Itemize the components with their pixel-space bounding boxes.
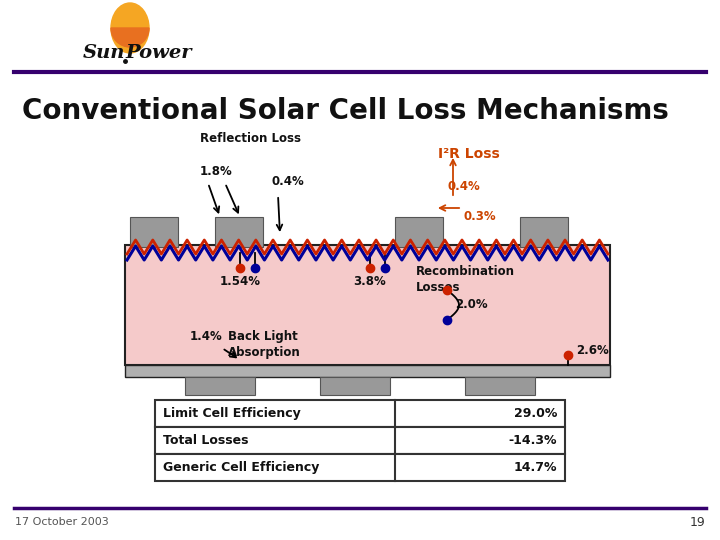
- Text: I²R Loss: I²R Loss: [438, 147, 500, 161]
- Bar: [155, 454, 565, 481]
- Bar: [465, 377, 535, 395]
- Text: 1.4%: 1.4%: [189, 330, 222, 343]
- Text: Total Losses: Total Losses: [163, 434, 248, 447]
- Text: Sun: Sun: [83, 44, 125, 62]
- Wedge shape: [111, 28, 149, 47]
- Text: 19: 19: [689, 516, 705, 529]
- Text: Back Light
Absorption: Back Light Absorption: [228, 330, 301, 359]
- Text: 14.7%: 14.7%: [513, 461, 557, 474]
- Text: 1.8%: 1.8%: [200, 165, 233, 178]
- Text: Conventional Solar Cell Loss Mechanisms: Conventional Solar Cell Loss Mechanisms: [22, 97, 669, 125]
- Bar: [215, 217, 263, 247]
- Bar: [155, 427, 565, 454]
- Text: 2.6%: 2.6%: [576, 343, 608, 356]
- Text: Power: Power: [125, 44, 192, 62]
- Text: 3.8%: 3.8%: [354, 275, 387, 288]
- Bar: [185, 377, 255, 395]
- Text: 2.0%: 2.0%: [455, 299, 487, 312]
- Text: 17 October 2003: 17 October 2003: [15, 517, 109, 527]
- Text: 0.4%: 0.4%: [272, 175, 305, 188]
- Bar: [520, 217, 568, 247]
- Bar: [320, 377, 390, 395]
- Text: Recombination
Losses: Recombination Losses: [416, 265, 515, 294]
- Ellipse shape: [111, 3, 149, 53]
- Bar: [155, 400, 565, 427]
- Text: 29.0%: 29.0%: [513, 407, 557, 420]
- Text: 0.3%: 0.3%: [463, 210, 495, 223]
- Text: Generic Cell Efficiency: Generic Cell Efficiency: [163, 461, 320, 474]
- Text: 1.54%: 1.54%: [220, 275, 261, 288]
- Text: -14.3%: -14.3%: [508, 434, 557, 447]
- Bar: [130, 217, 178, 247]
- Text: Reflection Loss: Reflection Loss: [200, 132, 301, 145]
- Text: Limit Cell Efficiency: Limit Cell Efficiency: [163, 407, 301, 420]
- Text: 0.4%: 0.4%: [448, 180, 481, 193]
- Bar: [125, 365, 610, 377]
- Bar: [395, 217, 443, 247]
- Bar: [125, 245, 610, 365]
